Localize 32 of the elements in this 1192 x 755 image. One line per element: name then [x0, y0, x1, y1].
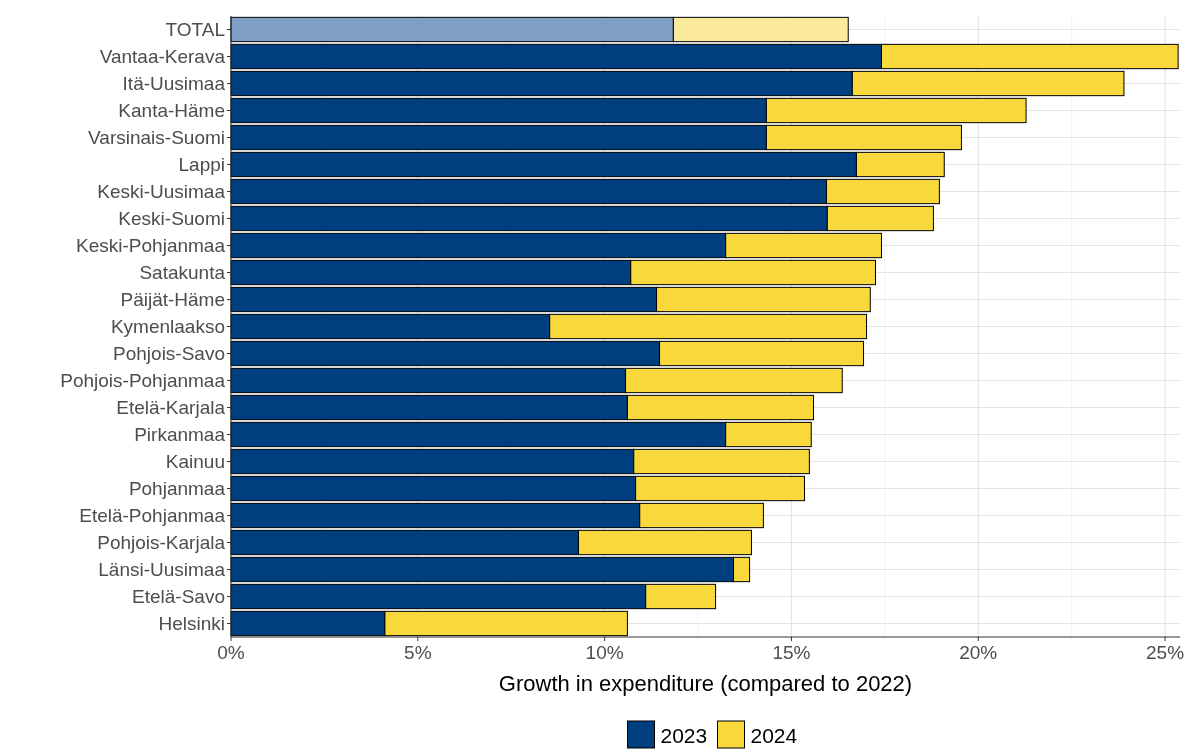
y-tick-label: Kainuu — [165, 451, 225, 473]
y-tick-label: Satakunta — [139, 262, 226, 284]
y-tick-label: Kanta-Häme — [118, 100, 225, 122]
y-tick-label: Varsinais-Suomi — [88, 127, 225, 149]
y-tick-label: Etelä-Savo — [132, 586, 225, 608]
y-tick-label: TOTAL — [165, 19, 225, 41]
x-tick-label: 15% — [772, 642, 811, 663]
x-tick-label: 5% — [404, 642, 432, 663]
y-tick-label: Etelä-Karjala — [116, 397, 226, 419]
y-tick-label: Etelä-Pohjanmaa — [79, 505, 226, 527]
y-tick-label: Pohjois-Pohjanmaa — [60, 370, 226, 392]
y-tick-label: Länsi-Uusimaa — [98, 559, 226, 581]
y-tick-label: Keski-Pohjanmaa — [76, 235, 226, 257]
y-tick-label: Pirkanmaa — [134, 424, 226, 446]
legend-label: 2024 — [750, 724, 798, 747]
y-tick-label: Pohjanmaa — [128, 478, 226, 500]
y-tick-label: Kymenlaakso — [110, 316, 225, 338]
y-tick-label: Vantaa-Kerava — [99, 46, 226, 68]
x-axis-title: Growth in expenditure (compared to 2022) — [498, 671, 913, 696]
x-tick-label: 20% — [959, 642, 998, 663]
x-tick-label: 0% — [217, 642, 245, 663]
y-tick-label: Päijät-Häme — [120, 289, 225, 311]
x-tick-label: 10% — [585, 642, 624, 663]
y-tick-label: Keski-Uusimaa — [97, 181, 226, 203]
y-tick-label: Pohjois-Savo — [113, 343, 225, 365]
y-tick-label: Pohjois-Karjala — [97, 532, 226, 554]
legend-label: 2023 — [660, 724, 708, 747]
y-tick-label: Lappi — [178, 154, 225, 176]
y-tick-label: Helsinki — [158, 613, 225, 635]
y-tick-label: Keski-Suomi — [118, 208, 225, 230]
x-tick-label: 25% — [1146, 642, 1185, 663]
y-tick-label: Itä-Uusimaa — [122, 73, 226, 95]
